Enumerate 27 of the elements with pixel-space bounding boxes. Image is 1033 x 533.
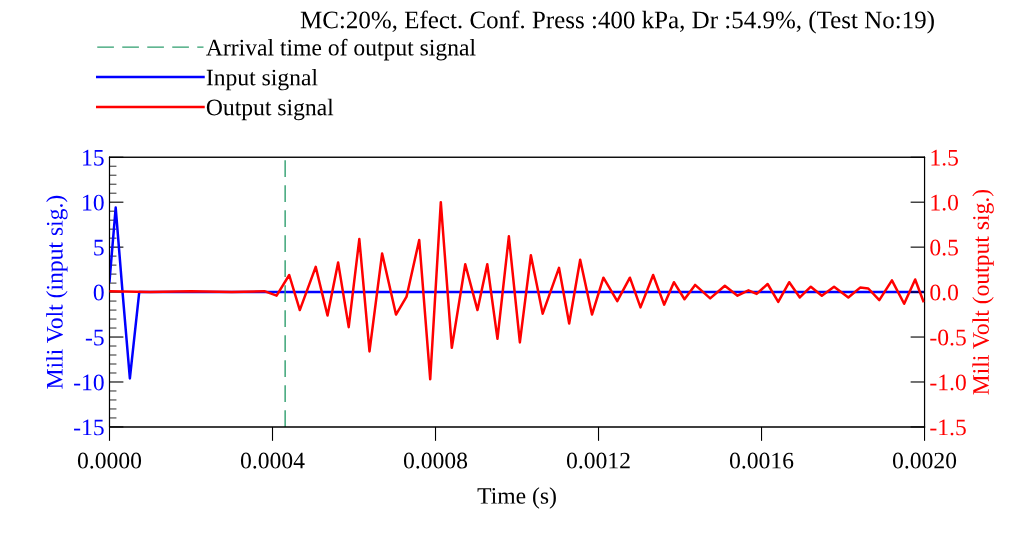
y2-tick-label: -0.5 [930,329,966,346]
legend-label: Output signal [206,98,334,121]
y-tick-label: 0 [93,284,104,301]
x-tick-label: 0.0008 [403,452,468,469]
x-tick-label: 0.0020 [892,452,957,469]
y2-tick-label: 1.0 [931,194,959,211]
y-tick-label: -10 [74,374,104,391]
y2-axis-title: Mili Volt (output sig.) [972,189,994,395]
x-tick-label: 0.0004 [240,452,305,469]
chart-title: MC:20%, Efect. Conf. Press :400 kPa, Dr :54.9%, (Test No:19) [300,10,934,34]
y-tick-label: 15 [83,149,104,166]
y2-tick-label: -1.5 [930,419,966,436]
y2-tick-label: 0.5 [930,239,958,256]
y-axis-title: Mili Volt (input sig.) [46,195,68,389]
y2-tick-label: 0.0 [930,284,959,301]
y2-tick-label: -1.0 [930,374,966,391]
y2-tick-label: 1.5 [931,149,958,166]
legend-label: Arrival time of output signal [206,38,476,61]
x-tick-label: 0.0016 [729,452,794,469]
y-tick-label: 5 [94,239,104,256]
legend-label: Input signal [206,68,318,91]
y-tick-label: -15 [74,419,104,436]
x-tick-label: 0.0000 [77,452,142,469]
y-tick-label: 10 [83,194,104,211]
x-tick-label: 0.0012 [566,452,630,469]
y-tick-label: -5 [85,329,104,346]
x-axis-title: Time (s) [477,487,556,509]
